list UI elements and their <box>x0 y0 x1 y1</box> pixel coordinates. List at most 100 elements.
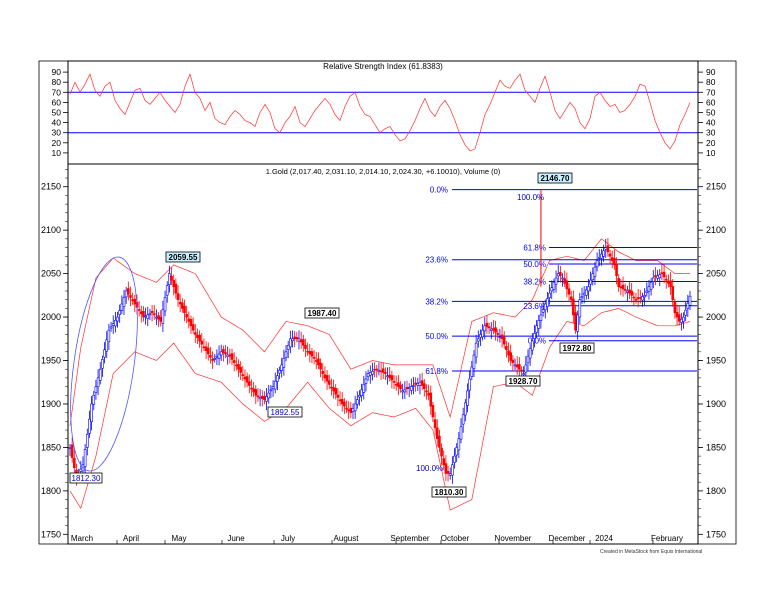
price-tick-label-right: 2100 <box>706 225 726 235</box>
price-tick-label-left: 1800 <box>41 486 61 496</box>
candle-body <box>187 318 191 322</box>
fib-level-label: 23.6% <box>523 302 546 311</box>
price-tick-label-right: 1800 <box>706 486 726 496</box>
candle-body <box>496 333 500 335</box>
candle-body <box>327 380 331 385</box>
candle-body <box>129 295 132 298</box>
month-label: July <box>281 534 295 543</box>
candle-body <box>394 384 398 386</box>
candle-body <box>340 398 344 405</box>
candle-body <box>222 349 225 354</box>
rsi-series-line <box>69 73 691 152</box>
candle-body <box>515 364 519 368</box>
candle-body <box>591 273 595 281</box>
candle-body <box>489 328 493 331</box>
candle-body <box>379 370 383 373</box>
candle-body <box>513 364 517 367</box>
candle-body <box>414 382 417 385</box>
candle-body <box>405 387 409 390</box>
candle-body <box>412 385 415 387</box>
candle-body <box>563 278 567 284</box>
candle-body <box>178 301 182 305</box>
candle-body <box>332 387 335 392</box>
fib-level-label: 50.0% <box>523 260 546 269</box>
candle-body <box>79 468 83 472</box>
rsi-tick-label-right: 40 <box>706 118 716 128</box>
candle-body <box>206 348 210 355</box>
annotation-box <box>69 472 103 484</box>
candle-body <box>572 298 575 316</box>
candle-body <box>567 288 571 295</box>
price-tick-label-right: 1950 <box>706 356 726 366</box>
candle-body <box>468 378 471 391</box>
candle-body <box>198 334 201 342</box>
rsi-tick-label-right: 90 <box>706 67 716 77</box>
candle-body <box>213 358 217 360</box>
candle-body <box>399 384 402 390</box>
candle-body <box>669 280 672 287</box>
month-label: June <box>227 534 245 543</box>
candle-body <box>243 376 247 380</box>
candle-body <box>474 342 478 358</box>
candle-body <box>133 298 137 305</box>
rsi-tick-label-left: 40 <box>52 118 62 128</box>
candle-body <box>358 394 361 398</box>
candle-body <box>282 358 286 368</box>
annotation-label: 2146.70 <box>541 174 570 183</box>
candle-body <box>258 397 262 400</box>
rsi-tick-label-right: 20 <box>706 138 716 148</box>
candle-body <box>265 396 268 402</box>
price-tick-label-right: 1850 <box>706 442 726 452</box>
candle-body <box>321 371 325 374</box>
candle-body <box>209 355 212 358</box>
candle-body <box>548 292 551 298</box>
candle-body <box>427 393 430 396</box>
candle-body <box>479 334 482 338</box>
candle-body <box>688 295 692 306</box>
month-label: October <box>441 534 470 543</box>
annotation-label: 1928.70 <box>509 377 538 386</box>
candle-body <box>349 407 353 413</box>
candle-body <box>105 339 109 352</box>
candle-body <box>425 390 428 393</box>
candle-body <box>613 257 616 266</box>
candle-body <box>651 277 655 282</box>
fib-level-label: 38.2% <box>425 297 448 306</box>
candle-body <box>403 389 407 393</box>
candle-body <box>73 457 76 468</box>
candle-body <box>215 355 219 358</box>
candle-body <box>306 350 309 353</box>
candle-body <box>451 464 454 476</box>
candle-body <box>464 402 467 416</box>
candle-body <box>276 375 279 382</box>
candle-body <box>597 257 601 259</box>
month-label: March <box>71 534 93 543</box>
candle-body <box>269 389 273 392</box>
rsi-tick-label-right: 50 <box>706 108 716 118</box>
price-tick-label-left: 2050 <box>41 269 61 279</box>
candle-body <box>576 314 579 332</box>
candle-body <box>237 364 240 370</box>
candle-body <box>606 245 610 253</box>
candle-body <box>392 381 396 383</box>
candle-body <box>559 272 562 277</box>
rsi-tick-label-left: 50 <box>52 108 62 118</box>
candle-body <box>593 266 597 277</box>
candle-body <box>111 323 115 326</box>
candle-body <box>384 372 387 374</box>
candle-body <box>371 371 374 375</box>
candle-body <box>293 336 296 340</box>
candle-body <box>101 359 104 369</box>
rsi-tick-label-right: 60 <box>706 97 716 107</box>
candle-body <box>232 360 236 363</box>
candle-body <box>137 309 141 311</box>
candle-body <box>664 278 668 281</box>
candle-body <box>83 449 87 467</box>
candle-body <box>440 447 443 457</box>
candle-body <box>615 263 618 277</box>
candle-body <box>360 389 363 397</box>
candle-body <box>254 389 258 396</box>
candle-body <box>418 381 422 386</box>
